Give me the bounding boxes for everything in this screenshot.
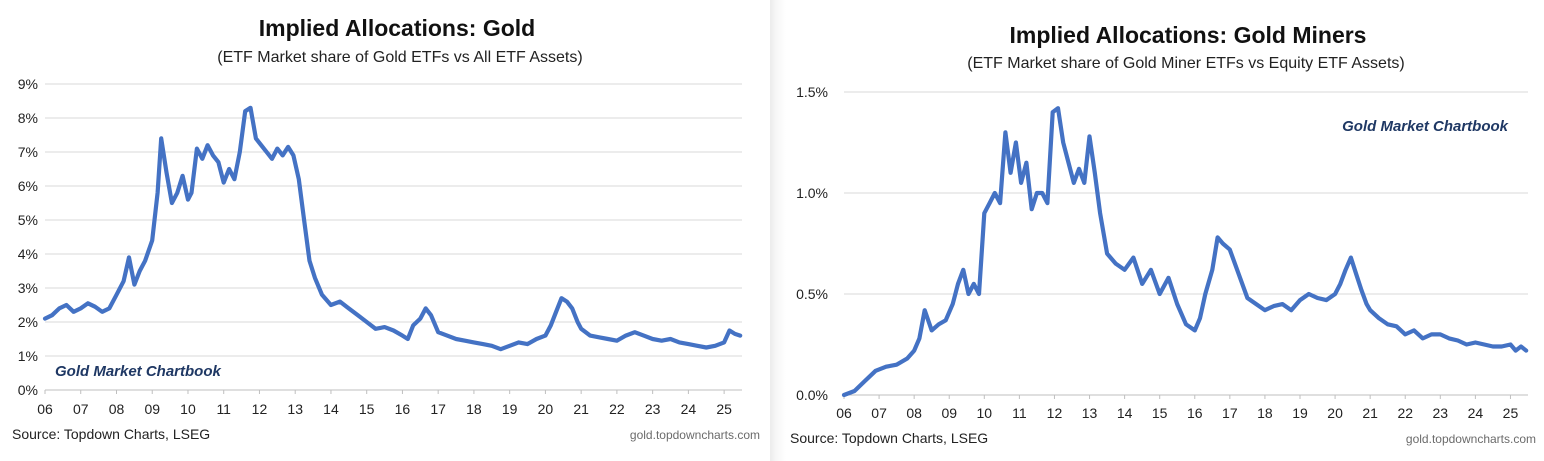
x-axis-tick-labels: 06 07 08 09 10 11 12 13 14 15 16 17 18 19 20 21 22 23 24 25: [37, 401, 732, 417]
y-tick-label: 1.5%: [796, 84, 828, 100]
x-tick-label: 13: [287, 401, 303, 417]
x-tick-label: 07: [871, 405, 887, 421]
x-axis-tick-labels: 06 07 08 09 10 11 12 13 14 15 16 17 18 19 20 21 22 23 24 25: [836, 405, 1518, 421]
x-tick-label: 14: [1117, 405, 1133, 421]
x-tick-label: 09: [941, 405, 957, 421]
x-tick-label: 18: [466, 401, 482, 417]
gridlines: [843, 91, 1528, 399]
chart-title: Implied Allocations: Gold Miners: [1010, 22, 1367, 48]
x-tick-label: 24: [681, 401, 697, 417]
y-tick-label: 7%: [18, 144, 38, 160]
x-tick-label: 21: [573, 401, 589, 417]
y-axis-tick-labels: 0.0% 0.5% 1.0% 1.5%: [796, 84, 828, 403]
x-tick-label: 17: [1222, 405, 1238, 421]
x-tick-label: 21: [1362, 405, 1378, 421]
x-tick-label: 06: [836, 405, 852, 421]
gold-allocation-chart: Implied Allocations: Gold (ETF Market sh…: [12, 15, 760, 442]
x-tick-label: 16: [1187, 405, 1203, 421]
source-label: Source: Topdown Charts, LSEG: [12, 426, 210, 442]
x-tick-label: 25: [1503, 405, 1519, 421]
x-tick-label: 12: [1047, 405, 1063, 421]
x-tick-label: 12: [252, 401, 268, 417]
x-tick-label: 25: [716, 401, 732, 417]
gold-miners-allocation-chart-panel: Implied Allocations: Gold Miners (ETF Ma…: [786, 0, 1544, 461]
chartbook-watermark: Gold Market Chartbook: [1342, 118, 1509, 135]
y-tick-label: 1%: [18, 348, 38, 364]
x-tick-label: 23: [645, 401, 661, 417]
site-credit: gold.topdowncharts.com: [1406, 432, 1536, 446]
chart-subtitle: (ETF Market share of Gold ETFs vs All ET…: [217, 49, 582, 66]
y-tick-label: 5%: [18, 212, 38, 228]
x-tick-label: 09: [144, 401, 160, 417]
x-tick-label: 11: [216, 401, 231, 417]
x-tick-label: 22: [609, 401, 625, 417]
y-tick-label: 0.5%: [796, 286, 828, 302]
chart-title: Implied Allocations: Gold: [259, 15, 535, 41]
y-tick-label: 6%: [18, 178, 38, 194]
x-tick-label: 08: [109, 401, 125, 417]
x-tick-label: 22: [1397, 405, 1413, 421]
gridlines: [44, 83, 742, 394]
x-tick-label: 16: [395, 401, 411, 417]
y-tick-label: 0.0%: [796, 387, 828, 403]
y-axis-tick-labels: 0% 1% 2% 3% 4% 5% 6% 7% 8% 9%: [18, 76, 38, 398]
x-tick-label: 20: [538, 401, 554, 417]
y-tick-label: 3%: [18, 280, 38, 296]
gold-miners-allocation-chart: Implied Allocations: Gold Miners (ETF Ma…: [790, 22, 1536, 446]
x-tick-label: 19: [1292, 405, 1308, 421]
x-tick-label: 15: [359, 401, 375, 417]
gold-allocation-chart-panel: Implied Allocations: Gold (ETF Market sh…: [0, 0, 770, 461]
x-tick-label: 15: [1152, 405, 1168, 421]
y-tick-label: 4%: [18, 246, 38, 262]
x-tick-label: 18: [1257, 405, 1273, 421]
panel-divider: [770, 0, 786, 461]
x-tick-label: 14: [323, 401, 339, 417]
y-tick-label: 0%: [18, 382, 38, 398]
x-tick-label: 17: [430, 401, 446, 417]
x-tick-label: 08: [906, 405, 922, 421]
y-tick-label: 8%: [18, 110, 38, 126]
chartbook-watermark: Gold Market Chartbook: [55, 363, 222, 380]
x-tick-label: 10: [180, 401, 196, 417]
x-tick-label: 06: [37, 401, 53, 417]
x-tick-label: 24: [1468, 405, 1484, 421]
x-tick-label: 20: [1327, 405, 1343, 421]
gold-miner-etf-share-line: [841, 106, 1529, 398]
gold-etf-share-line: [42, 105, 743, 352]
x-tick-label: 10: [977, 405, 993, 421]
chart-subtitle: (ETF Market share of Gold Miner ETFs vs …: [967, 55, 1404, 72]
site-credit: gold.topdowncharts.com: [630, 428, 760, 442]
source-label: Source: Topdown Charts, LSEG: [790, 430, 988, 446]
x-tick-label: 11: [1012, 405, 1027, 421]
y-tick-label: 2%: [18, 314, 38, 330]
y-tick-label: 1.0%: [796, 185, 828, 201]
y-tick-label: 9%: [18, 76, 38, 92]
x-tick-label: 19: [502, 401, 518, 417]
x-tick-label: 13: [1082, 405, 1098, 421]
x-tick-label: 23: [1433, 405, 1449, 421]
x-tick-label: 07: [73, 401, 89, 417]
